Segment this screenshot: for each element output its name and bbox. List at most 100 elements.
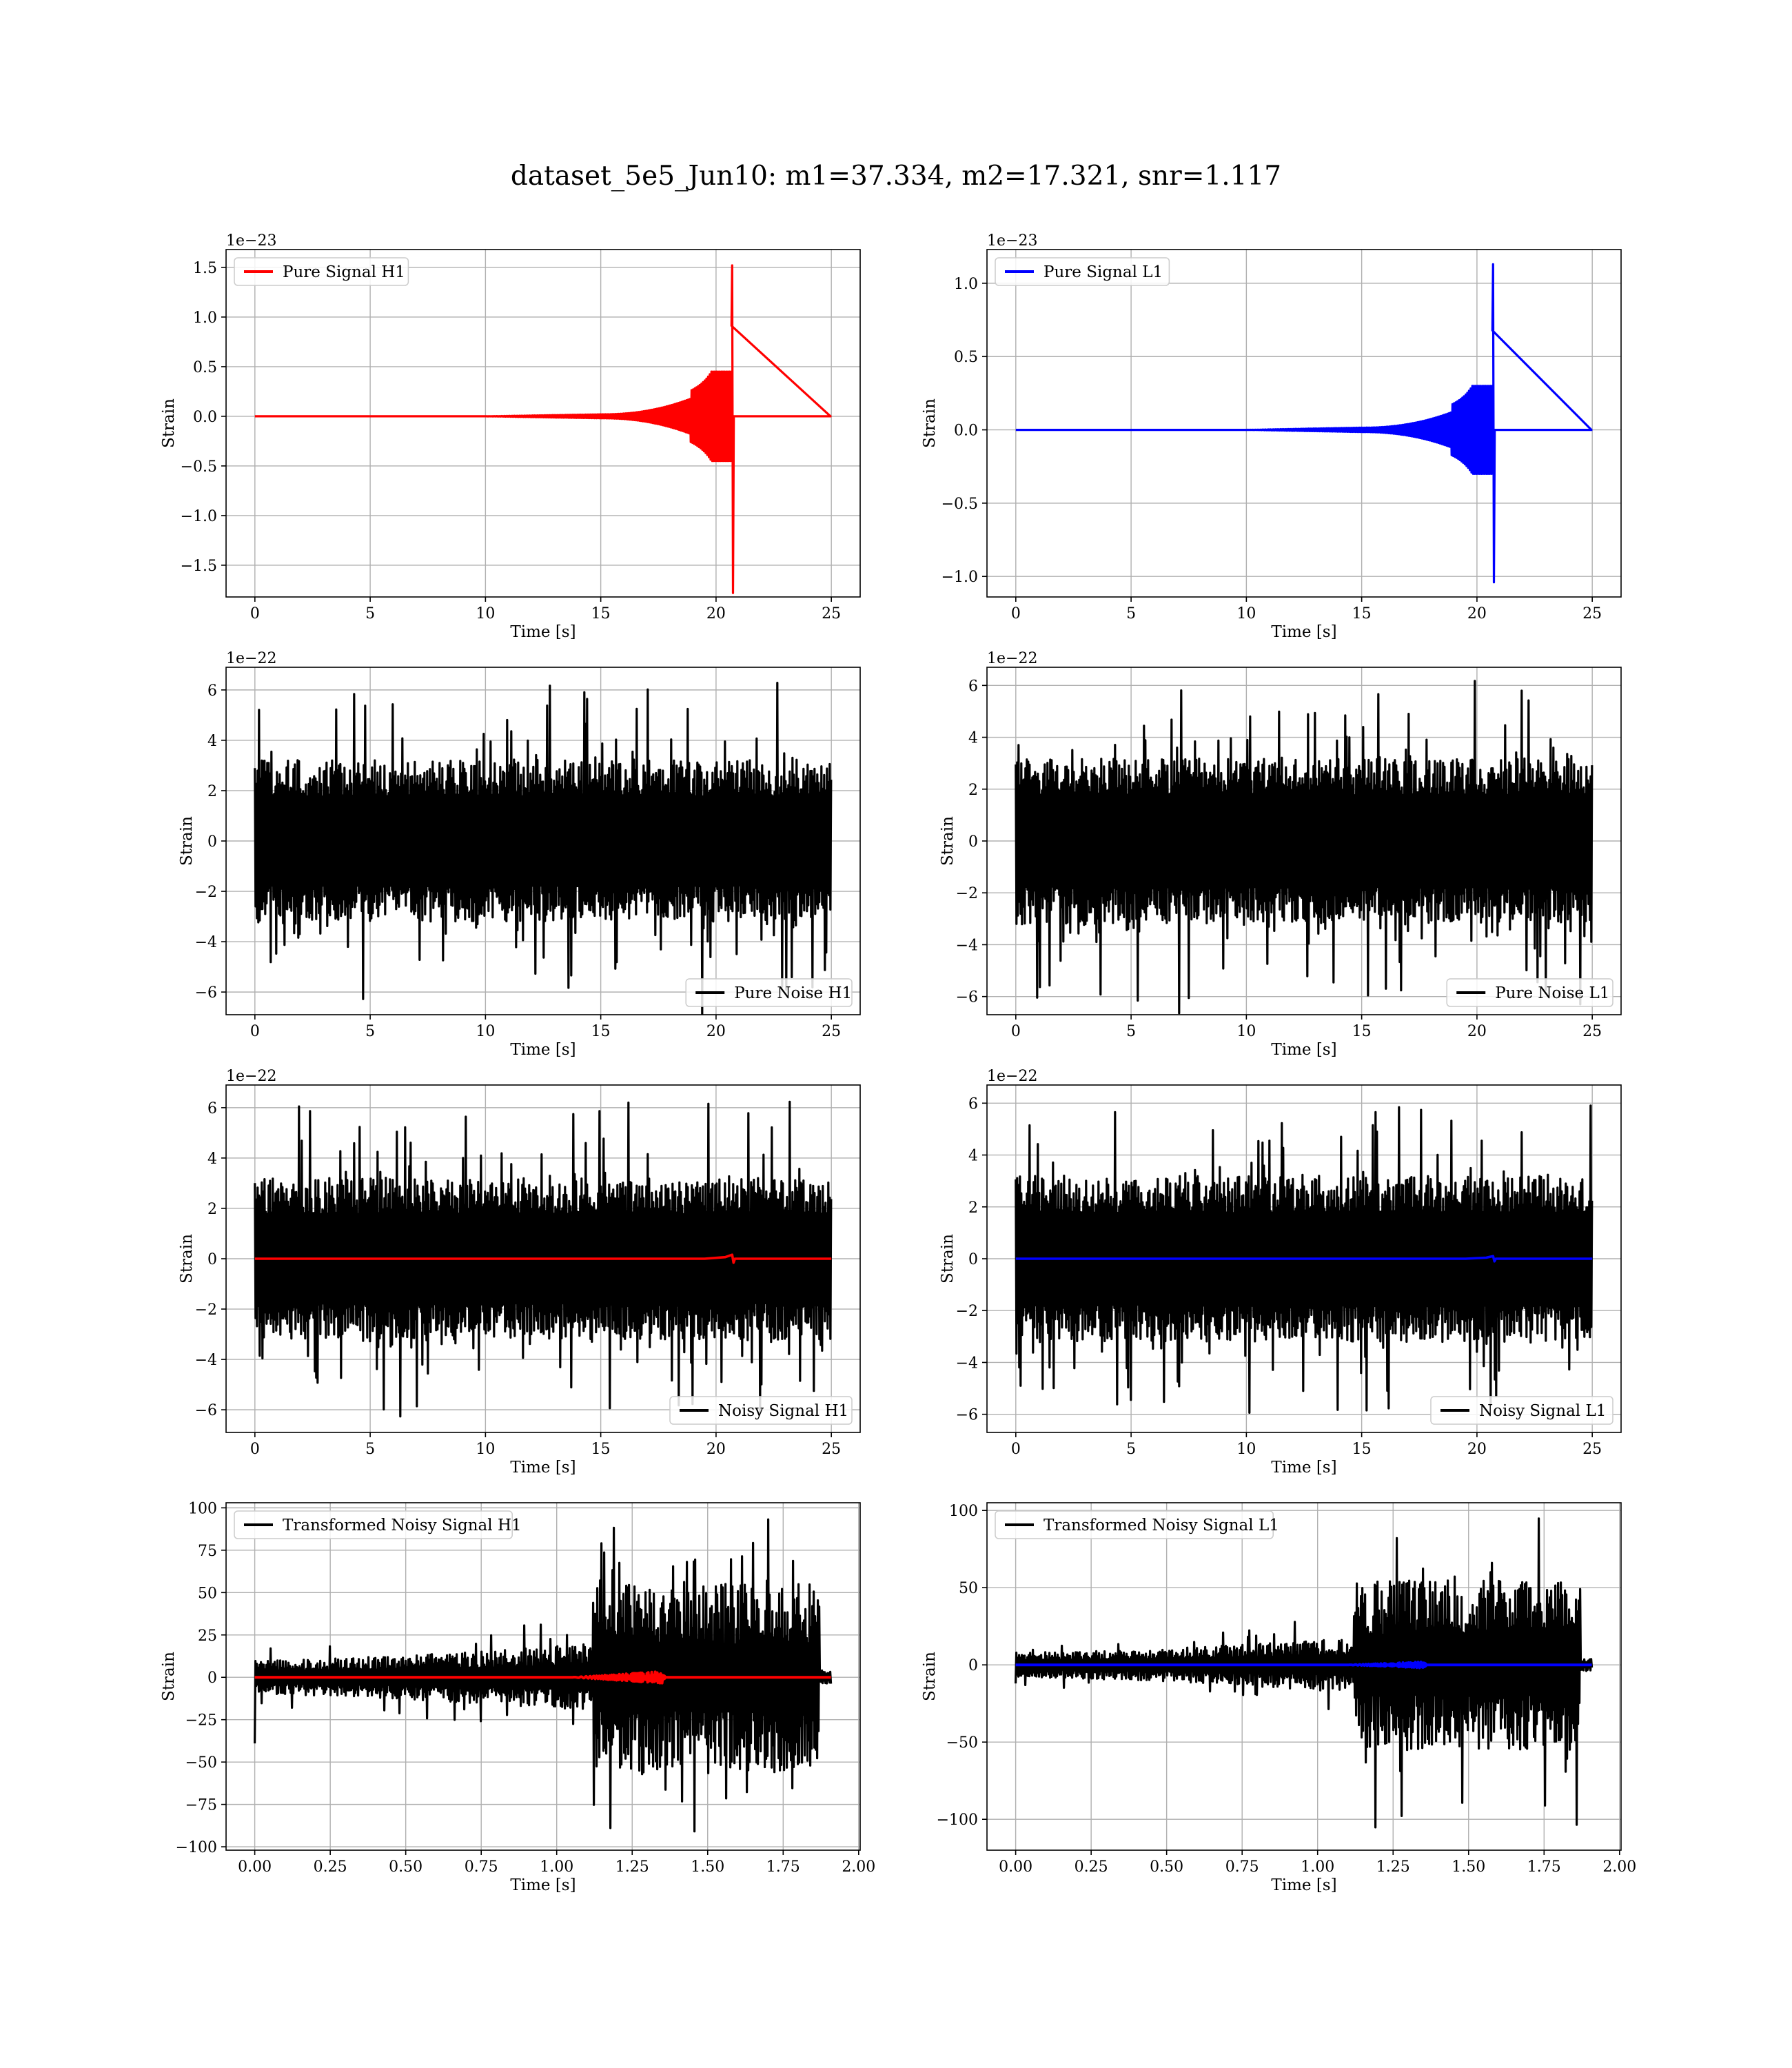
legend: Pure Signal L1 [995, 257, 1170, 286]
legend: Noisy Signal H1 [669, 1396, 853, 1425]
x-tick-label: 10 [476, 605, 495, 622]
y-tick-label: −4 [956, 1355, 978, 1372]
legend-label: Noisy Signal H1 [718, 1402, 848, 1420]
legend-label: Pure Signal L1 [1043, 263, 1163, 281]
y-tick-label: 100 [949, 1503, 978, 1520]
y-tick-label: 2 [207, 783, 217, 800]
x-tick-label: 1.50 [691, 1858, 724, 1876]
x-tick-label: 15 [1352, 1023, 1372, 1040]
axis-offset-label: 1e−22 [987, 650, 1037, 667]
transformed-noisy-signal-l1-overlay-line [1015, 1661, 1593, 1670]
y-tick-label: −2 [195, 1301, 217, 1319]
pure-signal-l1-panel: 0 5 10 15 20 25 −1.0 −0.5 0.0 0.5 1.0 Time [s] Strai… [921, 232, 1622, 641]
plot-area [1015, 1104, 1594, 1414]
axes-frame [986, 249, 1622, 598]
y-tick-label: 0 [968, 1657, 978, 1674]
legend-label: Pure Noise L1 [1495, 984, 1609, 1002]
x-tick-label: 0 [1011, 605, 1021, 622]
plot-area [1015, 1517, 1594, 1829]
pure-noise-l1-line [1015, 680, 1594, 1015]
legend-label: Pure Signal H1 [283, 263, 405, 281]
y-tick-label: −2 [956, 885, 978, 902]
x-tick-label: 20 [1467, 1441, 1487, 1458]
y-tick-label: −25 [185, 1712, 217, 1730]
x-tick-label: 1.25 [615, 1858, 649, 1876]
x-tick-label: 5 [365, 1441, 375, 1458]
y-tick-label: 4 [968, 730, 978, 747]
x-tick-label: 15 [591, 605, 611, 622]
y-tick-label: −50 [185, 1754, 217, 1772]
y-tick-label: 0.0 [193, 409, 217, 426]
chirp-merger-marker [1419, 1661, 1428, 1669]
x-tick-label: 25 [822, 1441, 841, 1458]
y-tick-label: 6 [207, 682, 217, 700]
legend-box [669, 1396, 853, 1425]
pure-noise-h1-panel: 0 5 10 15 20 25 −6 −4 −2 0 2 4 6 Time [s] Strain 1e−22 P… [178, 650, 861, 1059]
plot-area [1015, 263, 1593, 584]
y-tick-label: 2 [968, 1199, 978, 1217]
y-tick-label: 0 [207, 1670, 217, 1687]
x-tick-label: 10 [1236, 1023, 1256, 1040]
grid-lines [987, 250, 1621, 597]
legend: Noisy Signal L1 [1430, 1396, 1613, 1425]
x-tick-label: 20 [706, 1441, 726, 1458]
y-axis-label: Strain [921, 398, 939, 448]
noisy-signal-l1-overlay-line [1015, 1255, 1593, 1263]
x-axis-label: Time [s] [1271, 623, 1336, 641]
x-tick-label: 1.25 [1376, 1858, 1410, 1876]
x-tick-label: 0 [250, 1441, 260, 1458]
y-tick-label: 4 [968, 1148, 978, 1165]
x-tick-label: 5 [1126, 1023, 1136, 1040]
grid-lines [226, 250, 860, 597]
y-tick-label: 0.0 [954, 423, 978, 440]
x-tick-label: 1.50 [1452, 1858, 1485, 1876]
legend-box [685, 978, 853, 1007]
y-tick-label: 4 [207, 1150, 217, 1168]
x-tick-label: 20 [1467, 605, 1487, 622]
x-tick-label: 5 [365, 1023, 375, 1040]
axes-frame [225, 249, 861, 598]
y-tick-label: 0.5 [954, 349, 978, 366]
y-tick-label: −2 [956, 1303, 978, 1320]
y-tick-label: 2 [968, 782, 978, 799]
x-tick-label: 10 [1236, 605, 1256, 622]
x-tick-label: 15 [1352, 605, 1372, 622]
y-tick-label: 100 [188, 1500, 217, 1517]
y-tick-label: −2 [195, 884, 217, 901]
x-tick-label: 15 [591, 1441, 611, 1458]
y-tick-label: 0 [207, 833, 217, 851]
y-tick-label: 50 [959, 1580, 978, 1597]
y-tick-label: −6 [956, 989, 978, 1006]
plot-area [1015, 680, 1594, 1015]
legend-label: Pure Noise H1 [734, 984, 852, 1002]
x-axis-label: Time [s] [1271, 1041, 1336, 1059]
legend-box [1430, 1396, 1613, 1425]
x-tick-label: 5 [1126, 1441, 1136, 1458]
noisy-signal-h1-line [254, 1100, 833, 1418]
y-tick-label: 0 [207, 1251, 217, 1268]
x-tick-label: 0 [250, 1023, 260, 1040]
y-axis-label: Strain [160, 1652, 178, 1701]
y-tick-label: 2 [207, 1201, 217, 1218]
x-tick-label: 5 [1126, 605, 1136, 622]
y-tick-label: −50 [946, 1734, 978, 1752]
y-tick-label: −1.5 [181, 558, 217, 575]
pure-signal-h1-panel: 0 5 10 15 20 25 −1.5 −1.0 −0.5 0.0 0.5 1.0 1.5 Time [… [160, 232, 861, 641]
transformed-noisy-signal-h1-panel: 0.00 0.25 0.50 0.75 1.00 1.25 1.50 1.75 2.00 −100… [160, 1500, 875, 1894]
y-tick-label: 0.5 [193, 359, 217, 376]
axes-frame [986, 1502, 1622, 1851]
x-tick-label: 0 [250, 605, 260, 622]
x-tick-label: 0.50 [1150, 1858, 1183, 1876]
y-axis-label: Strain [939, 1234, 957, 1284]
plot-area [254, 264, 832, 594]
y-tick-label: 25 [198, 1628, 217, 1645]
transformed-noisy-signal-l1-panel: 0.00 0.25 0.50 0.75 1.00 1.25 1.50 1.75 2.00 −100… [921, 1502, 1636, 1894]
x-tick-label: 25 [1582, 1441, 1602, 1458]
legend-label: Noisy Signal L1 [1479, 1402, 1606, 1420]
x-tick-label: 0.75 [465, 1858, 498, 1876]
x-tick-label: 0.75 [1225, 1858, 1259, 1876]
plot-area [254, 1518, 833, 1833]
x-tick-label: 1.00 [1301, 1858, 1334, 1876]
